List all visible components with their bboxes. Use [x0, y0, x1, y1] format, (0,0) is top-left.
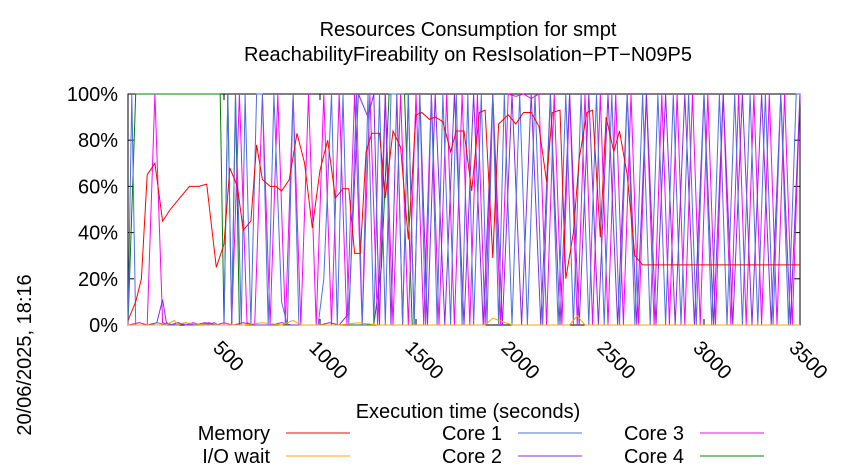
x-tick-label: 1500	[400, 337, 447, 384]
timestamp-label: 20/06/2025, 18:16	[14, 274, 36, 435]
y-tick-label: 40%	[78, 223, 118, 245]
legend-label: Core 1	[442, 423, 502, 445]
series-line-i-o-wait	[128, 315, 800, 326]
y-tick-label: 0%	[89, 315, 118, 337]
x-tick-label: 3000	[688, 337, 735, 384]
y-tick-label: 20%	[78, 269, 118, 291]
chart-title: Resources Consumption for smpt	[320, 19, 617, 41]
x-tick-label: 2000	[496, 337, 543, 384]
legend-label: Core 2	[442, 446, 502, 468]
legend-label: Core 3	[624, 423, 684, 445]
y-tick-label: 80%	[78, 130, 118, 152]
legend-label: Memory	[198, 423, 270, 445]
series-line-memory	[127, 109, 800, 321]
x-tick-label: 1000	[304, 337, 351, 384]
y-axis: 0% 20% 40% 60% 80% 100%	[67, 84, 800, 337]
series-layer	[127, 93, 801, 326]
x-axis-label: Execution time (seconds)	[356, 401, 581, 423]
x-tick-label: 2500	[592, 337, 639, 384]
y-tick-label: 60%	[78, 176, 118, 198]
legend-label: I/O wait	[202, 446, 270, 468]
legend-label: Core 4	[624, 446, 684, 468]
series-line-core-1	[127, 93, 800, 326]
x-tick-label: 500	[208, 337, 247, 376]
y-tick-label: 100%	[67, 84, 118, 106]
chart-subtitle: ReachabilityFireability on ResIsolation−…	[244, 44, 692, 66]
x-tick-label: 3500	[784, 337, 831, 384]
